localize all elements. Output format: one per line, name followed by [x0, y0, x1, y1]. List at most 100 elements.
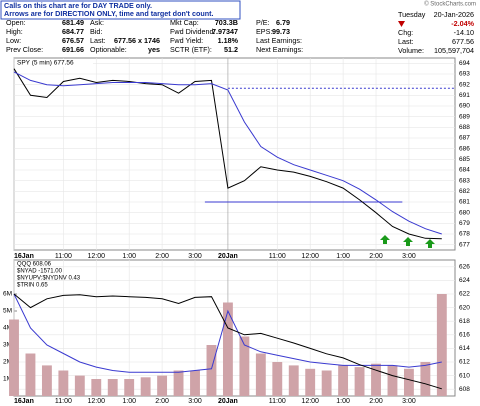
series-line — [13, 293, 442, 390]
y-tick-label: 680 — [459, 209, 470, 216]
volume-bar — [403, 368, 414, 396]
volume-bar — [255, 353, 266, 396]
y-tick-label: 624 — [459, 277, 470, 284]
y-tick-label: 689 — [459, 113, 470, 120]
y-tick-label: 691 — [459, 92, 470, 99]
series-line — [13, 71, 442, 235]
x-tick-label: 1:00 — [336, 398, 350, 405]
y-tick-label: 686 — [459, 145, 470, 152]
quote-label: Last Earnings: — [256, 36, 302, 45]
quote-label: Ask: — [90, 18, 104, 27]
quote-label: P/E: — [256, 18, 270, 27]
y-tick-label: 620 — [459, 304, 470, 311]
x-tick-label: 2:00 — [155, 398, 169, 405]
volume-bar — [272, 362, 283, 396]
x-tick-label: 1:00 — [122, 253, 136, 260]
quote-label: Next Earnings: — [256, 45, 303, 54]
quote-label: Fwd Dividend: — [170, 27, 216, 36]
y2-tick-label: 2M — [3, 359, 12, 366]
quote-value: 6.79 — [276, 18, 290, 27]
quote-label: EPS: — [256, 27, 272, 36]
quote-value: 676.57 — [62, 36, 84, 45]
x-tick-label: 3:00 — [402, 253, 416, 260]
y-tick-label: 678 — [459, 231, 470, 238]
volume-bar — [74, 375, 85, 396]
y-tick-label: 622 — [459, 291, 470, 298]
legend-entry: $NYAD -1571.00 — [17, 269, 63, 275]
up-arrow — [380, 235, 390, 244]
session-day: Tuesday — [398, 10, 426, 19]
x-tick-label: 12:00 — [88, 253, 106, 260]
volume-bar — [387, 365, 398, 396]
quote-value: 51.2 — [224, 45, 238, 54]
quote-value: 703.3B — [215, 18, 238, 27]
y2-tick-label: 4M — [3, 325, 12, 332]
y-tick-label: 693 — [459, 71, 470, 78]
volume-bar — [25, 353, 36, 396]
x-tick-label: 2:00 — [369, 398, 383, 405]
y-tick-label: 610 — [459, 372, 470, 379]
quote-value: 681.49 — [62, 18, 84, 27]
panel-label: SPY (5 min) 677.56 — [17, 60, 74, 67]
last-value: 677.56 — [452, 37, 474, 46]
volume-bar — [124, 379, 135, 396]
volume-bar — [9, 319, 19, 396]
y-tick-label: 614 — [459, 345, 470, 352]
volume-bar — [41, 365, 52, 396]
plot-area — [13, 259, 456, 397]
volume-bar — [140, 377, 151, 396]
x-tick-label: 1:00 — [336, 253, 350, 260]
copyright: © StockCharts.com — [424, 1, 476, 8]
volume-bar — [190, 370, 200, 396]
x-tick-label: 2:00 — [155, 253, 169, 260]
quote-label: Prev Close: — [6, 45, 43, 54]
y2-tick-label: 6M — [3, 291, 12, 298]
volume-bar — [338, 365, 349, 396]
quote-label: Low: — [6, 36, 21, 45]
quote-label: Fwd Yield: — [170, 36, 203, 45]
y-tick-label: 692 — [459, 81, 470, 88]
up-arrow — [403, 237, 413, 246]
y2-tick-label: 3M — [3, 342, 12, 349]
y-tick-label: 687 — [459, 135, 470, 142]
quote-value: 677.56 x 1746 — [114, 36, 160, 45]
x-tick-label: 12:00 — [301, 398, 319, 405]
volume-bar — [157, 375, 168, 396]
quote-label: Optionable: — [90, 45, 127, 54]
volume-bar — [420, 362, 431, 396]
legend-entry: QQQ 608.06 — [17, 262, 52, 268]
quote-value: 99.73 — [272, 27, 290, 36]
x-tick-label: 3:00 — [188, 253, 202, 260]
y-tick-label: 684 — [459, 167, 470, 174]
x-tick-label: 3:00 — [188, 398, 202, 405]
legend-entry: $TRIN 0.65 — [17, 283, 48, 289]
session-date: 20-Jan-2026 — [434, 10, 474, 19]
x-tick-label: 3:00 — [402, 398, 416, 405]
x-tick-label: 12:00 — [301, 253, 319, 260]
notice-line: Arrows are for DIRECTION ONLY, time and … — [4, 9, 214, 18]
volume-bar — [107, 379, 118, 396]
quote-value: 1.18% — [218, 36, 239, 45]
volume-bar — [371, 363, 381, 396]
volume-value: 105,597,704 — [434, 46, 474, 55]
y-tick-label: 612 — [459, 359, 470, 366]
quote-value: yes — [148, 45, 160, 54]
call-arrows — [380, 235, 435, 248]
volume-bar — [321, 370, 332, 396]
change-pct: -2.04% — [451, 19, 474, 28]
volume-bar — [58, 370, 69, 396]
quote-value: 7.97347 — [212, 27, 238, 36]
x-tick-label: 2:00 — [369, 253, 383, 260]
y-tick-label: 685 — [459, 156, 470, 163]
volume-bar — [436, 294, 447, 396]
quote-label: Mkt Cap: — [170, 18, 199, 27]
quote-label: Bid: — [90, 27, 102, 36]
y-tick-label: 616 — [459, 332, 470, 339]
y-tick-label: 681 — [459, 199, 470, 206]
volume-bar — [239, 336, 250, 396]
up-arrow — [425, 239, 435, 248]
chg-label: Chg: — [398, 28, 413, 37]
volume-bar — [305, 368, 316, 396]
down-icon — [398, 21, 405, 27]
